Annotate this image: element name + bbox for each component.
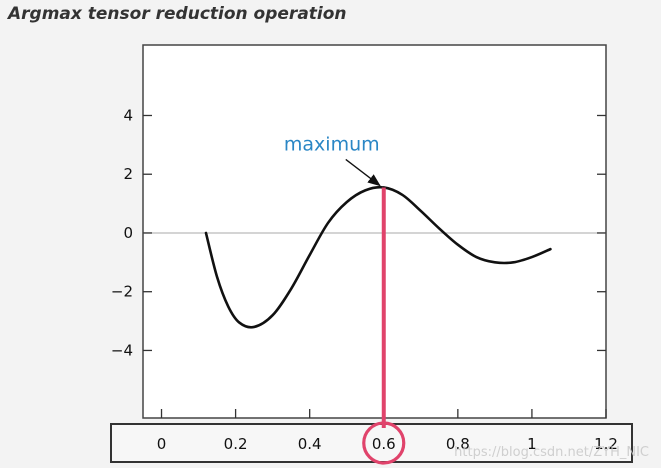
x-tick-label: 1	[527, 435, 537, 453]
plot-area	[142, 44, 607, 419]
y-tick-label: 0	[123, 224, 133, 242]
y-tick-label: −2	[111, 283, 133, 301]
y-tick-label: 4	[123, 106, 133, 124]
argmax-circle	[362, 421, 406, 465]
chart-title: Argmax tensor reduction operation	[8, 4, 347, 24]
y-tick-label: −4	[111, 341, 133, 359]
annotation-label: maximum	[284, 133, 380, 155]
y-tick-label: 2	[123, 165, 133, 183]
x-tick-label: 1.2	[594, 435, 618, 453]
x-tick-label: 0.6	[372, 435, 396, 453]
annotation-arrow	[345, 158, 381, 187]
watermark: https://blog.csdn.net/ZYH_NIC	[454, 445, 649, 460]
x-tick-label: 0.4	[298, 435, 322, 453]
x-axis-label-box	[110, 423, 633, 463]
x-tick-label: 0.8	[446, 435, 470, 453]
x-tick-label: 0	[157, 435, 167, 453]
series-line	[204, 185, 552, 329]
x-tick-label: 0.2	[224, 435, 248, 453]
